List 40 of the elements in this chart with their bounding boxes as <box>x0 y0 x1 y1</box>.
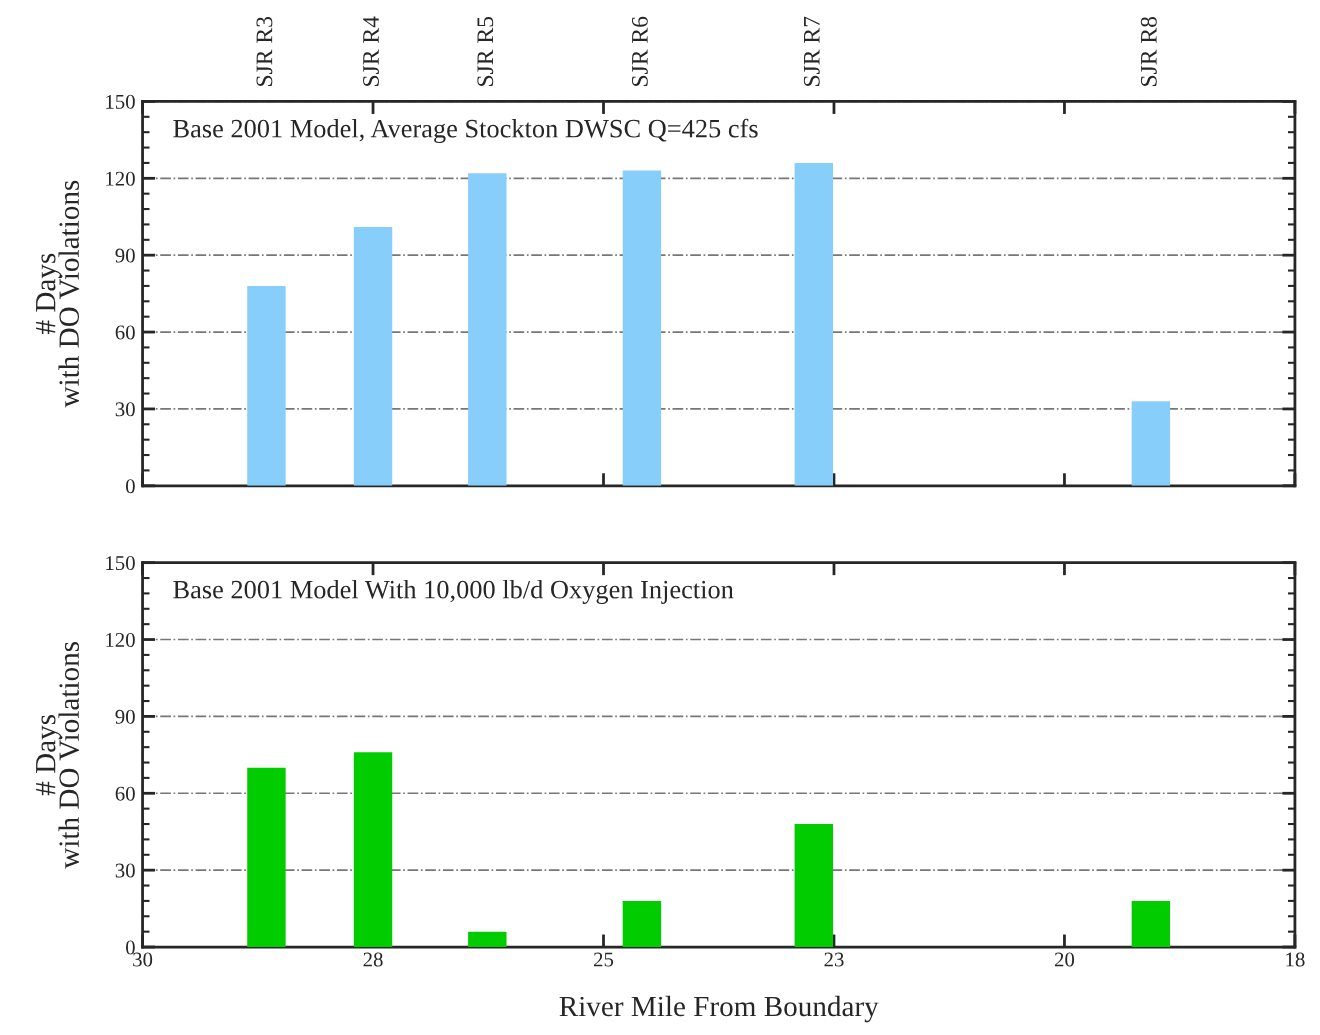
text: SJR R4 <box>363 16 379 86</box>
x-tick-label: 25 <box>594 952 614 967</box>
text: SJR R3 <box>256 16 273 86</box>
y-tick-label: 90 <box>115 709 135 724</box>
bar <box>353 226 393 486</box>
x-tick-label: 23 <box>824 952 844 967</box>
annotation: Base 2001 Model With 10,000 lb/d Oxygen Injection <box>173 579 734 604</box>
y-tick-label: 150 <box>106 94 135 109</box>
bar <box>622 900 662 948</box>
bar <box>247 767 286 948</box>
y-tick-label: 120 <box>106 632 135 647</box>
y-tick-label: 60 <box>115 786 135 801</box>
bar <box>622 170 662 486</box>
annotation: Base 2001 Model, Average Stockton DWSC Q=425 cfs <box>173 118 758 143</box>
x-tick-label: 20 <box>1054 952 1075 967</box>
text: SJR R5 <box>477 16 494 86</box>
x-tick-label: 18 <box>1286 952 1305 967</box>
bar <box>353 752 393 948</box>
y-axis-title: # Days with DO Violations <box>36 641 80 869</box>
bar <box>1131 900 1171 948</box>
bar <box>468 173 507 486</box>
y-tick-label: 150 <box>106 556 135 571</box>
y-tick-label: 0 <box>125 940 135 955</box>
text: SJR R8 <box>1140 16 1157 86</box>
bar <box>247 285 286 486</box>
y-tick-label: 120 <box>106 171 135 186</box>
y-tick-label: 30 <box>115 402 135 417</box>
bar <box>1131 401 1171 486</box>
y-axis-title: # Days with DO Violations <box>36 180 80 408</box>
text: SJR R7 <box>803 16 820 86</box>
y-tick-label: 90 <box>115 248 135 263</box>
x-axis-title: River Mile From Boundary <box>559 995 879 1023</box>
y-tick-label: 60 <box>115 325 135 340</box>
x-tick-label: 28 <box>363 952 383 967</box>
y-tick-label: 0 <box>125 479 135 494</box>
bar <box>468 931 507 948</box>
bar <box>794 824 834 948</box>
bar <box>794 162 834 486</box>
text: SJR R6 <box>631 16 648 86</box>
y-tick-label: 30 <box>115 863 135 878</box>
